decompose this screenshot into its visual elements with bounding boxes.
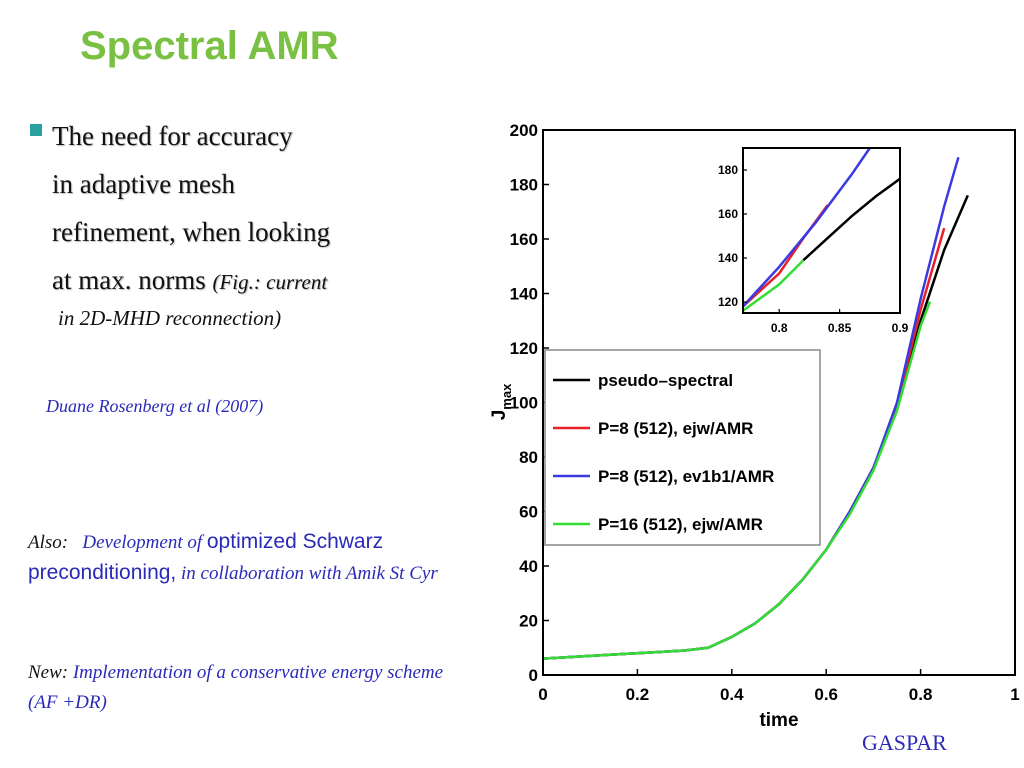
bullet-line-4-text: at max. norms [52,265,206,295]
legend-label-1: pseudo–spectral [598,371,733,390]
y-tick-label: 40 [519,557,538,576]
y-tick-label: 120 [510,339,538,358]
inset-background [743,148,900,313]
y-tick-label: 200 [510,121,538,140]
inset-x-tick-label: 0.85 [828,321,852,335]
new-paragraph: New: Implementation of a conservative en… [28,658,458,718]
bullet-text: The need for accuracy in adaptive mesh r… [52,112,330,306]
inset-series-line-3 [742,147,871,308]
bullet-line-1: The need for accuracy [52,121,293,151]
legend-label-4: P=16 (512), ejw/AMR [598,515,763,534]
y-tick-label: 140 [510,285,538,304]
y-tick-label: 0 [529,666,538,685]
inset-y-tick-label: 120 [718,295,738,309]
y-tick-label: 80 [519,448,538,467]
y-tick-label: 160 [510,230,538,249]
bullet-line-2: in adaptive mesh [52,169,235,199]
figure-note: (Fig.: current [212,270,328,294]
legend-label-2: P=8 (512), ejw/AMR [598,419,753,438]
inset-frame [742,147,901,314]
inset-y-tick-label: 140 [718,251,738,265]
y-tick-label: 60 [519,503,538,522]
also-text-3: in collaboration with Amik St Cyr [181,563,438,584]
y-tick-label: 180 [510,176,538,195]
y-axis-label-sub: max [499,383,514,410]
inset-x-tick-label: 0.8 [771,321,788,335]
x-tick-label: 0.2 [626,685,650,704]
footer-gaspar: GASPAR [862,730,947,755]
inset-series-line-1 [802,177,901,262]
inset-series-line-4 [742,259,805,312]
inset-y-tick-label: 180 [718,163,738,177]
bullet-line-3: refinement, when looking [52,217,331,247]
legend: pseudo–spectral P=8 (512), ejw/AMR P=8 (51… [544,349,821,546]
x-tick-label: 0.6 [814,685,838,704]
also-label: Also: [28,532,69,553]
new-text: Implementation of a conservative energy … [28,662,444,713]
also-paragraph: Also: Development of optimized Schwarz p… [28,527,458,589]
y-axis-label: Jmax [489,383,514,420]
page-title: Spectral AMR [80,24,339,68]
citation: Duane Rosenberg et al (2007) [46,396,264,416]
y-tick-label: 20 [519,612,538,631]
also-text-1: Development of [82,532,203,553]
inset-y-tick-label: 160 [718,207,738,221]
inset-x-tick-label: 0.9 [892,321,909,335]
series-line-4 [542,301,932,660]
also-text-2: optimized Schwarz preconditioning, [28,530,384,584]
x-tick-label: 0 [538,685,547,704]
bullet-square-icon [30,124,42,136]
new-label: New: [28,662,69,683]
y-axis-label-main: J [489,410,510,421]
legend-box [544,349,821,546]
x-tick-label: 0.4 [720,685,744,704]
bullet-line-4: at max. norms (Fig.: current [52,256,330,306]
y-tick-label: 100 [510,394,538,413]
inset-chart: 0.8 0.85 0.9 120 140 160 180 [718,147,909,335]
x-tick-label: 0.8 [909,685,933,704]
x-tick-label: 1 [1010,685,1019,704]
legend-label-3: P=8 (512), ev1b1/AMR [598,467,774,486]
y-axis-label-group: Jmax [489,383,514,420]
figure-note-continued: in 2D-MHD reconnection) [58,306,282,330]
x-axis-label: time [759,710,798,731]
